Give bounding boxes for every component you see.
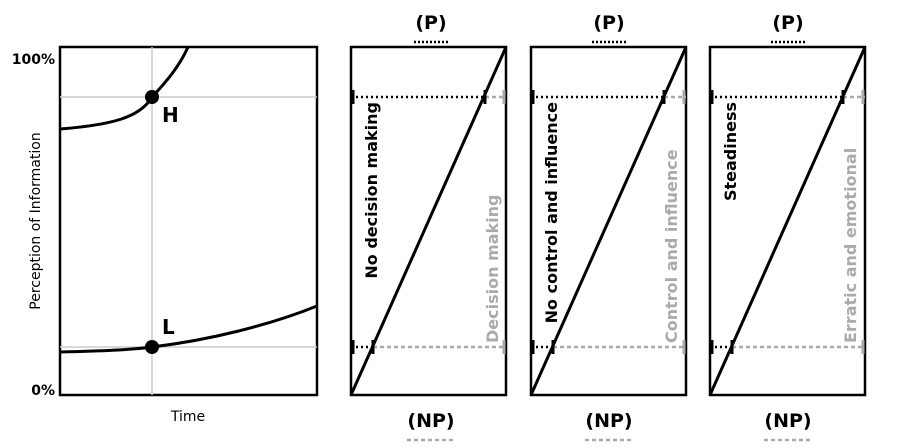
- y-axis-label: Perception of Information: [28, 132, 44, 309]
- panel-1-diagonal: [349, 46, 508, 396]
- graph-frame: [58, 45, 319, 397]
- panel-2-diagonal: [529, 46, 688, 396]
- panel-decision-making: (P) No decision making Decision making (…: [349, 12, 508, 442]
- panel-2-bottom-label: (NP): [585, 410, 632, 432]
- panel-1-upper-text: No decision making: [362, 102, 381, 279]
- panel-2-top-label: (P): [593, 12, 624, 34]
- panel-3-diagonal: [708, 46, 867, 396]
- y-top-label: 100%: [12, 52, 55, 68]
- panel-3-upper-text: Steadiness: [721, 102, 740, 201]
- y-bottom-label: 0%: [31, 383, 55, 399]
- panel-1-frame: [349, 45, 508, 397]
- panel-3-bottom-label: (NP): [764, 410, 811, 432]
- panel-3-lower-text: Erratic and emotional: [841, 148, 860, 343]
- panel-steadiness: (P) Steadiness Erratic and emotional (NP…: [708, 12, 867, 442]
- perception-time-graph: H L 100% 0% Perception of Information Ti…: [12, 45, 319, 425]
- panel-2-upper-text: No control and influence: [542, 102, 561, 323]
- panel-3-frame: [708, 45, 867, 397]
- panel-1-lower-text: Decision making: [483, 195, 502, 344]
- point-high-marker: [145, 90, 159, 104]
- point-low-marker: [145, 340, 159, 354]
- panel-2-frame: [529, 45, 688, 397]
- panel-control-influence: (P) No control and influence Control and…: [529, 12, 688, 442]
- panel-3-top-label: (P): [772, 12, 803, 34]
- panel-1-bottom-label: (NP): [407, 410, 454, 432]
- panel-2-lower-text: Control and influence: [662, 149, 681, 343]
- point-high-label: H: [162, 103, 179, 127]
- x-axis-label: Time: [170, 409, 205, 425]
- panel-1-top-label: (P): [415, 12, 446, 34]
- point-low-label: L: [162, 315, 175, 339]
- low-curve: [59, 304, 318, 354]
